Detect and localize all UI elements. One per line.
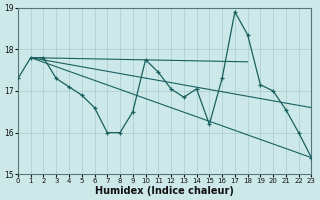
X-axis label: Humidex (Indice chaleur): Humidex (Indice chaleur) [95,186,234,196]
